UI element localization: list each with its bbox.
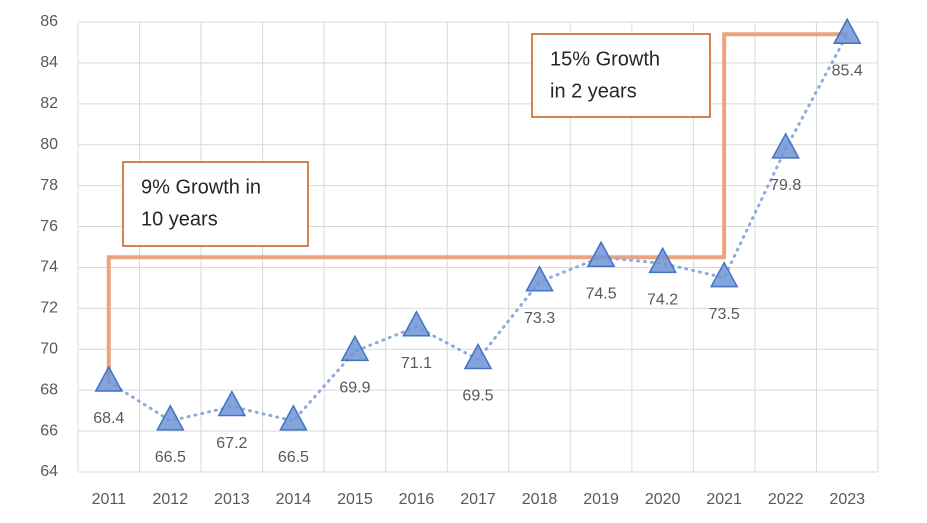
marker [771,132,800,159]
marker [94,365,124,392]
marker [832,17,862,45]
x-tick-label: 2013 [214,491,250,508]
y-tick-label: 78 [40,177,58,194]
data-label: 73.5 [709,306,740,323]
data-label: 66.5 [155,449,186,466]
data-label: 66.5 [278,449,309,466]
x-tick-label: 2019 [583,491,619,508]
marker [709,261,739,288]
marker [402,310,431,337]
marker [340,334,370,362]
y-tick-label: 82 [40,95,58,112]
data-label: 69.5 [462,388,493,405]
y-tick-label: 64 [40,463,58,480]
data-label: 74.5 [586,285,617,302]
annotation-text: 15% Growth [550,48,660,70]
marker [217,389,247,417]
y-tick-label: 86 [40,13,58,30]
data-label: 73.3 [524,310,555,327]
y-tick-label: 74 [40,259,58,276]
growth-step-line [106,32,848,382]
annotation-text: 9% Growth in [141,176,261,198]
y-tick-label: 72 [40,300,58,317]
marker [279,404,308,431]
data-label: 79.8 [770,177,801,194]
y-tick-label: 68 [40,381,58,398]
y-tick-label: 84 [40,54,58,71]
y-tick-label: 66 [40,422,58,439]
marker [463,342,493,370]
x-tick-label: 2020 [645,491,681,508]
x-tick-label: 2017 [460,491,496,508]
data-label: 85.4 [832,62,863,79]
x-tick-label: 2023 [829,491,865,508]
x-tick-label: 2014 [276,491,312,508]
annotation-box [122,161,309,247]
x-tick-label: 2018 [522,491,558,508]
data-label: 74.2 [647,292,678,309]
marker [525,265,554,292]
y-tick-label: 80 [40,136,58,153]
marker [156,404,185,431]
data-label: 71.1 [401,355,432,372]
annotation-text: in 2 years [550,80,637,102]
data-label: 67.2 [216,435,247,452]
y-tick-label: 76 [40,218,58,235]
annotation-box [531,33,711,118]
y-tick-label: 70 [40,340,58,357]
marker [648,246,677,274]
annotation-text: 10 years [141,208,218,230]
x-tick-label: 2012 [153,491,189,508]
x-tick-label: 2011 [92,491,127,508]
data-label: 69.9 [339,380,370,397]
marker [586,240,616,267]
x-tick-label: 2016 [399,491,435,508]
x-tick-label: 2021 [706,491,742,508]
x-tick-label: 2015 [337,491,373,508]
x-tick-label: 2022 [768,491,804,508]
data-label: 68.4 [93,410,124,427]
